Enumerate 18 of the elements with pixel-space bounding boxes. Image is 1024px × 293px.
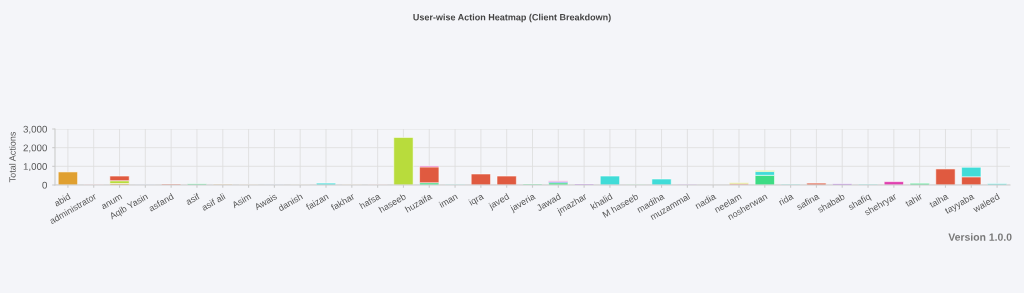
y-tick-label: 0 — [42, 181, 47, 189]
y-tick-label: 2,000 — [23, 144, 47, 153]
y-axis-title: Total Actions — [9, 131, 16, 183]
x-tick-label: tahir — [904, 192, 923, 208]
text: Version 1.0.0 — [948, 233, 1012, 241]
x-tick-label: Asim — [231, 192, 252, 209]
x-tick-label: asif ali — [200, 192, 226, 211]
x-tick-label: Awais — [253, 192, 278, 211]
y-tick-label: 1,000 — [23, 163, 47, 172]
x-tick-label: safina — [795, 192, 820, 211]
x-tick-label: nadia — [694, 192, 717, 210]
x-tick-label: iman — [438, 192, 458, 208]
y-tick-label: 3,000 — [23, 125, 47, 134]
x-tick-label: rida — [778, 192, 794, 206]
x-tick-label: iqra — [468, 192, 486, 208]
x-tick-label: asif — [185, 192, 201, 206]
chart-title: User-wise Action Heatmap (Client Breakdown) — [413, 13, 611, 23]
x-tick-label: faizan — [305, 192, 329, 211]
